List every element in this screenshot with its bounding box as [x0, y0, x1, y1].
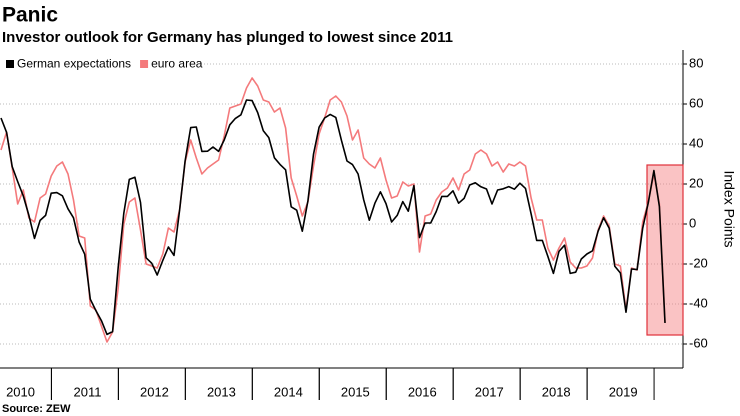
- x-tick-label: 2010: [6, 384, 35, 399]
- x-tick-label: 2017: [475, 384, 504, 399]
- y-tick-label: 80: [689, 55, 703, 70]
- y-tick-label: -60: [689, 335, 708, 350]
- y-tick-label: -40: [689, 295, 708, 310]
- line-series: [0, 77, 666, 343]
- source: Source: ZEW: [2, 403, 71, 415]
- x-tick-label: 2019: [609, 384, 638, 399]
- y-axis-label: Index Points: [721, 170, 737, 247]
- legend: German expectations euro area: [0, 53, 203, 75]
- legend-bg: [0, 53, 200, 75]
- legend-label: euro area: [151, 57, 203, 71]
- legend-label: German expectations: [17, 57, 131, 71]
- y-tick-label: -20: [689, 255, 708, 270]
- legend-swatch: [140, 60, 149, 68]
- legend-swatch: [6, 60, 14, 68]
- y-tick-label: 20: [689, 175, 703, 190]
- x-tick-label: 2013: [207, 384, 236, 399]
- y-tick-label: 40: [689, 135, 703, 150]
- x-tick-label: 2018: [542, 384, 571, 399]
- chart-subtitle: Investor outlook for Germany has plunged…: [2, 29, 453, 46]
- x-tick-label: 2011: [74, 384, 102, 399]
- chart-title: Panic: [2, 4, 58, 27]
- y-tick-label: 60: [689, 95, 703, 110]
- line-series: [0, 99, 666, 336]
- x-tick-label: 2016: [408, 384, 437, 399]
- x-tick-label: 2014: [274, 384, 303, 399]
- y-tick-label: 0: [689, 215, 696, 230]
- x-tick-label: 2012: [140, 384, 169, 399]
- x-tick-label: 2015: [341, 384, 370, 399]
